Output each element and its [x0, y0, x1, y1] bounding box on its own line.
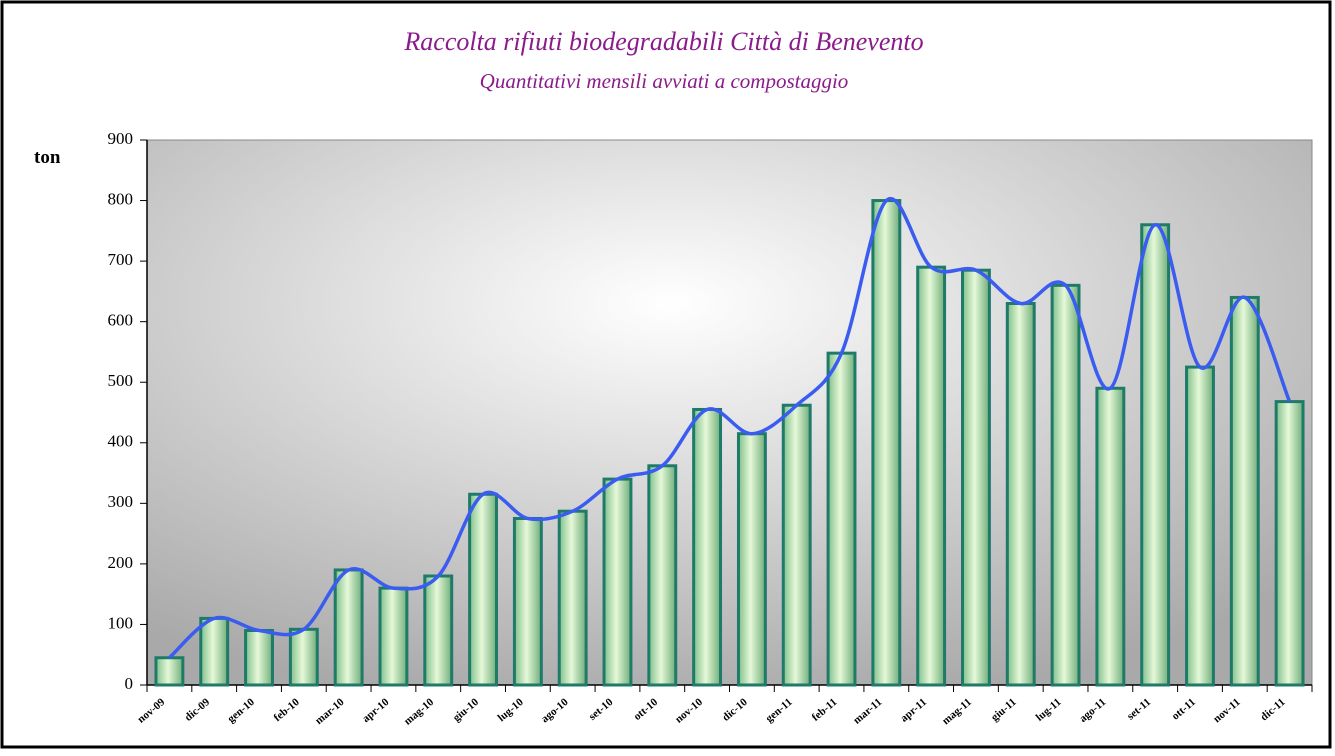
bar [871, 199, 902, 687]
bar [961, 268, 991, 687]
bar [557, 509, 588, 687]
y-tick-label: 0 [125, 674, 134, 693]
bar [647, 464, 678, 687]
bar [512, 516, 543, 687]
bar [736, 432, 767, 687]
y-tick-label: 600 [108, 311, 134, 330]
bar [199, 616, 230, 687]
bar [1185, 365, 1215, 687]
y-tick-label: 700 [108, 250, 134, 269]
bar [602, 477, 633, 687]
bar [288, 627, 319, 687]
chart-subtitle: Quantitativi mensili avviati a compostag… [480, 69, 849, 93]
y-tick-label: 400 [108, 432, 134, 451]
y-tick-label: 500 [108, 371, 134, 390]
bar [378, 586, 409, 687]
y-axis-label: ton [34, 147, 61, 168]
bar [781, 403, 812, 687]
bar [692, 407, 723, 687]
y-tick-label: 900 [108, 129, 134, 148]
bar [1229, 295, 1260, 687]
trend-line [168, 196, 1292, 660]
bar [826, 351, 857, 687]
y-tick-label: 100 [108, 613, 134, 632]
bar [1095, 386, 1126, 687]
bar [333, 568, 364, 687]
bar [1050, 283, 1081, 687]
bar [423, 574, 454, 687]
bar [154, 656, 185, 687]
bar [1140, 223, 1171, 687]
bar [1005, 302, 1036, 687]
bar [916, 265, 947, 687]
y-tick-label: 800 [108, 189, 134, 208]
y-tick-label: 300 [108, 492, 134, 511]
bar [1274, 400, 1305, 687]
bar [468, 492, 499, 687]
y-tick-label: 200 [108, 553, 134, 572]
bar [244, 629, 274, 687]
chart-title: Raccolta rifiuti biodegradabili Città di… [403, 27, 923, 56]
